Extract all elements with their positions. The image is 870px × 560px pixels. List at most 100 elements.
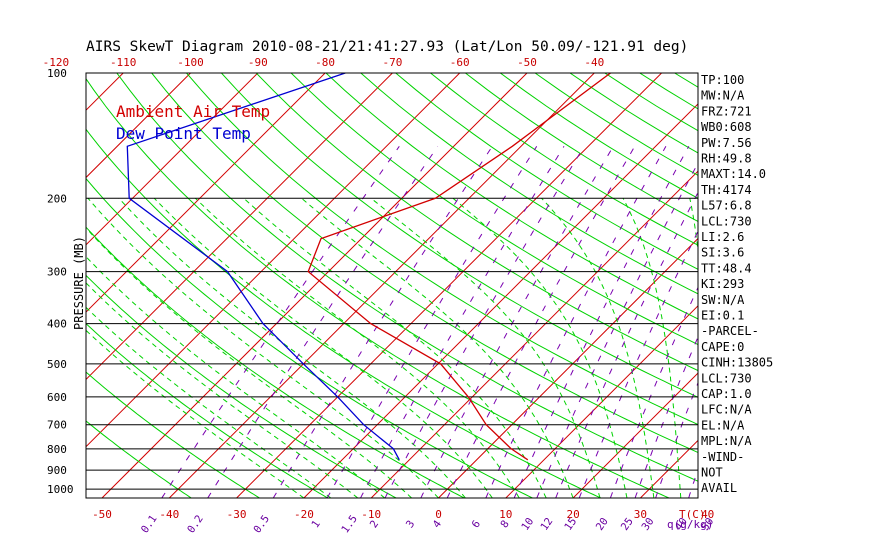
dry-adiabat-line <box>360 73 698 295</box>
mixing-ratio-label: 1 <box>309 518 322 530</box>
isotherm-line <box>86 73 124 111</box>
mixing-ratio-label: 0.2 <box>185 513 206 535</box>
dry-adiabat-line <box>86 77 670 498</box>
dry-adiabat-line <box>86 323 329 498</box>
isotherm-line <box>86 73 393 381</box>
dry-adiabat-line <box>116 73 698 482</box>
dry-adiabat-line <box>430 73 698 246</box>
pressure-tick-label: 400 <box>47 318 67 331</box>
bottom-temp-tick-label: -40 <box>159 508 179 521</box>
dry-adiabat-line <box>186 73 698 426</box>
dry-adiabat-line <box>86 177 533 498</box>
stability-index-item: MW:N/A <box>701 89 745 103</box>
bottom-temp-tick-label: 10 <box>499 508 512 521</box>
stability-index-item: LCL:730 <box>701 371 752 385</box>
dry-adiabat-line <box>639 73 698 110</box>
isotherm-line <box>438 237 698 498</box>
isotherm-line <box>101 73 528 498</box>
stability-index-item: EL:N/A <box>701 418 745 432</box>
bottom-temp-tick-label: 20 <box>566 508 579 521</box>
stability-index-item: -WIND- <box>701 450 744 464</box>
mixing-ratio-label: 25 <box>619 516 636 533</box>
stability-index-item: CAPE:0 <box>701 340 744 354</box>
stability-index-item: MAXT:14.0 <box>701 167 766 181</box>
stability-index-item: L57:6.8 <box>701 199 752 213</box>
top-temp-tick-label: -110 <box>110 56 137 69</box>
stability-index-item: KI:293 <box>701 277 744 291</box>
dry-adiabat-line <box>395 73 698 270</box>
isotherm-line <box>236 73 662 498</box>
stability-index-item: MPL:N/A <box>701 434 752 448</box>
stability-index-item: TH:4174 <box>701 183 752 197</box>
pressure-tick-label: 100 <box>47 67 67 80</box>
moist-adiabat-line <box>243 197 547 498</box>
bottom-temp-tick-label: -30 <box>227 508 247 521</box>
isotherm-line <box>775 73 870 498</box>
mixing-ratio-label: 0.1 <box>139 513 160 535</box>
dew-point-temp-line <box>126 73 400 461</box>
pressure-tick-label: 800 <box>47 443 67 456</box>
stability-index-item: PW:7.56 <box>701 136 752 150</box>
mixing-ratio-line <box>161 146 400 498</box>
dry-adiabat-line <box>500 73 698 199</box>
top-temp-tick-label: -60 <box>450 56 470 69</box>
stability-index-item: SI:3.6 <box>701 246 744 260</box>
stability-index-item: TT:48.4 <box>701 261 752 275</box>
stability-index-item: CAP:1.0 <box>701 387 752 401</box>
bottom-temp-tick-label: -10 <box>361 508 381 521</box>
stability-index-item: AVAIL <box>701 481 737 495</box>
pressure-tick-label: 1000 <box>47 483 74 496</box>
legend-ambient-air-temp: Ambient Air Temp <box>116 102 270 121</box>
moist-adiabat-line <box>86 227 412 498</box>
moist-adiabat-line <box>86 255 386 498</box>
moist-adiabat-line <box>153 197 493 498</box>
pressure-tick-label: 600 <box>47 391 67 404</box>
stability-index-item: SW:N/A <box>701 293 745 307</box>
dry-adiabat-line <box>779 73 870 498</box>
dry-adiabat-line <box>86 371 260 498</box>
top-temp-tick-label: -120 <box>43 56 70 69</box>
mixing-ratio-label: 10 <box>519 516 536 533</box>
pressure-tick-labels: 100 200 300 400 500 600 700 800 900 1000 <box>47 67 74 496</box>
stability-index-item: LI:2.6 <box>701 230 744 244</box>
mixing-ratio-line <box>446 146 636 498</box>
isotherm-line <box>86 73 259 246</box>
isotherm-line <box>303 103 698 498</box>
isotherm-line <box>86 73 326 313</box>
mixing-ratio-line <box>555 191 698 498</box>
x-axis-label: T(C) <box>679 508 706 521</box>
mixing-ratio-label: 40 <box>673 516 690 533</box>
bottom-temp-tick-label: 40 <box>701 508 714 521</box>
chart-title: AIRS SkewT Diagram 2010-08-21/21:41:27.9… <box>86 39 688 55</box>
mixing-ratio-label: 0.5 <box>251 513 272 535</box>
stability-index-item: TP:100 <box>701 73 744 87</box>
dry-adiabat-line <box>744 73 870 498</box>
top-temp-tick-label: -70 <box>382 56 402 69</box>
moist-adiabat-line <box>622 198 682 498</box>
stability-index-item: EI:0.1 <box>701 309 744 323</box>
bottom-temp-tick-label: -20 <box>294 508 314 521</box>
top-temp-tick-label: -50 <box>517 56 537 69</box>
legend-dew-point-temp: Dew Point Temp <box>116 124 251 143</box>
top-temp-tick-label: -40 <box>584 56 604 69</box>
trace-layer <box>126 73 611 461</box>
moist-adiabat-line <box>195 197 520 498</box>
mixing-ratio-label: 1.5 <box>339 513 360 535</box>
stability-index-item: -PARCEL- <box>701 324 759 338</box>
moist-adiabat-line <box>370 197 601 498</box>
isotherm-line <box>572 372 698 498</box>
isotherm-line <box>842 73 870 498</box>
stability-index-item: LFC:N/A <box>701 403 752 417</box>
mixing-ratio-line <box>360 146 565 498</box>
stability-index-item: CINH:13805 <box>701 356 773 370</box>
dry-adiabat-line <box>86 128 602 498</box>
dry-adiabat-line <box>221 73 698 398</box>
pressure-tick-label: 500 <box>47 358 67 371</box>
moist-adiabat-line <box>301 197 574 498</box>
mixing-ratio-label: 20 <box>594 516 611 533</box>
top-temp-tick-labels: -120 -110 -100 -90 -80 -70 -60 -50 -40 <box>43 56 605 69</box>
ambient-air-temp-line <box>307 73 611 461</box>
bottom-temp-tick-label: 0 <box>435 508 442 521</box>
